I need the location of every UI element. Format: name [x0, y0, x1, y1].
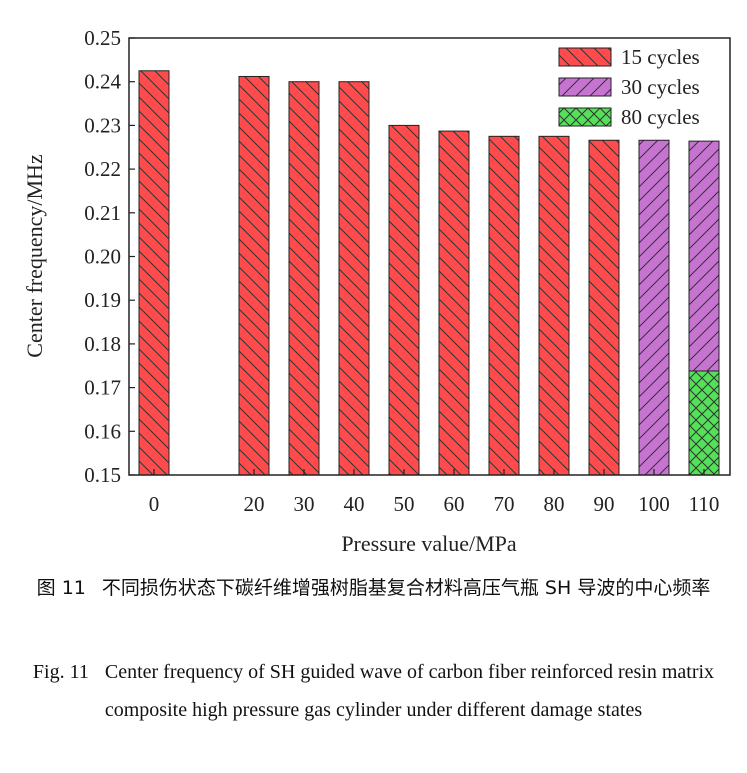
y-axis: 0.15 0.16 0.17 0.18 0.19 0.20 0.21 0.22 0.23 0.24… [84, 26, 135, 487]
figure-caption-cn: 图 11 不同损伤状态下碳纤维增强树脂基复合材料高压气瓶 SH 导波的中心频率 [0, 573, 747, 603]
x-tick-label: 20 [244, 492, 265, 516]
y-tick-label: 0.20 [84, 245, 121, 269]
bar-50-15-cycles [388, 124, 420, 476]
x-tick-label: 50 [394, 492, 415, 516]
caption-en-text: Center frequency of SH guided wave of ca… [104, 661, 715, 721]
x-tick-label: 100 [638, 492, 670, 516]
legend-label-80-cycles: 80 cycles [621, 105, 700, 129]
x-tick-label: 40 [344, 492, 365, 516]
legend-label-15-cycles: 15 cycles [621, 45, 700, 69]
x-tick-label: 60 [444, 492, 465, 516]
y-axis-label: Center frequency/MHz [22, 154, 47, 358]
y-tick-label: 0.18 [84, 332, 121, 356]
y-tick-label: 0.25 [84, 26, 121, 50]
y-tick-label: 0.15 [84, 463, 121, 487]
bar-0-15-cycles [138, 70, 170, 476]
bar-70-15-cycles [488, 135, 520, 476]
caption-en-number: Fig. 11 [32, 661, 89, 683]
bar-110-80-cycles [688, 370, 720, 476]
y-tick-label: 0.17 [84, 376, 121, 400]
x-axis: 0 20 30 40 50 60 70 80 90 100 110 [149, 469, 720, 516]
y-tick-label: 0.23 [84, 113, 121, 137]
y-tick-label: 0.19 [84, 288, 121, 312]
legend: 15 cycles 30 cycles 80 cycles [558, 45, 700, 129]
figure-caption-en: Fig. 11 Center frequency of SH guided wav… [0, 653, 747, 729]
legend-swatch-80-cycles [558, 107, 612, 127]
legend-swatch-15-cycles [558, 47, 612, 67]
bar-60-15-cycles [438, 130, 470, 476]
legend-label-30-cycles: 30 cycles [621, 75, 700, 99]
x-tick-label: 110 [689, 492, 720, 516]
bar-80-15-cycles [538, 135, 570, 476]
bar-100-30-cycles [638, 139, 670, 476]
caption-cn-number: 图 11 [36, 577, 86, 599]
x-tick-label: 30 [294, 492, 315, 516]
x-tick-label: 70 [494, 492, 515, 516]
bar-30-15-cycles [288, 81, 320, 476]
caption-cn-text: 不同损伤状态下碳纤维增强树脂基复合材料高压气瓶 SH 导波的中心频率 [101, 577, 711, 599]
y-tick-label: 0.21 [84, 201, 121, 225]
x-tick-label: 90 [594, 492, 615, 516]
bar-chart: 0.15 0.16 0.17 0.18 0.19 0.20 0.21 0.22 0.23 0.24… [22, 26, 731, 556]
x-tick-label: 80 [544, 492, 565, 516]
y-tick-label: 0.16 [84, 419, 121, 443]
bar-20-15-cycles [238, 75, 270, 476]
bar-40-15-cycles [338, 81, 370, 476]
legend-swatch-30-cycles [558, 77, 612, 97]
x-tick-label: 0 [149, 492, 160, 516]
bars-layer [138, 70, 720, 476]
bar-90-15-cycles [588, 139, 620, 476]
x-axis-label: Pressure value/MPa [341, 531, 517, 556]
y-tick-label: 0.24 [84, 70, 121, 94]
y-tick-label: 0.22 [84, 157, 121, 181]
